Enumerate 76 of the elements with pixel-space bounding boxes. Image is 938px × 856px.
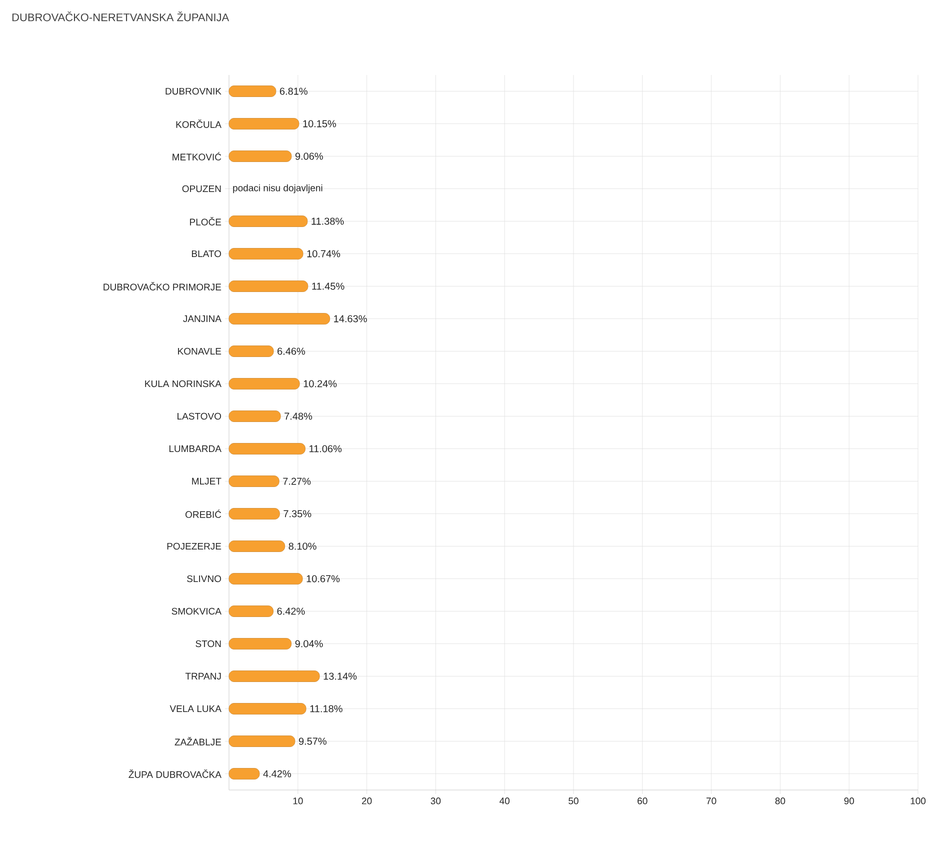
data-label: 6.81% [280,88,308,95]
data-label: 13.14% [324,672,357,680]
bar [228,313,330,324]
bar [228,410,281,422]
bar [228,670,320,682]
data-label: 11.45% [312,282,344,290]
bar [228,638,292,650]
data-label: 9.06% [295,152,323,160]
data-label: 10.15% [303,120,336,128]
data-label: 11.18% [310,705,342,712]
text: DUBROVAČKO-NERETVANSKA ŽUPANIJA [12,12,230,22]
x-tick-label: 40 [500,798,510,804]
x-tick-label: 10 [293,798,303,804]
data-label: 9.04% [295,640,323,648]
bar [228,768,260,780]
y-tick-label: DUBROVAČKO PRIMORJE [104,282,222,290]
bar [228,280,308,292]
bar [228,118,300,130]
data-label: 7.48% [284,412,312,420]
bar [228,378,300,390]
y-tick-label: MLJET [192,478,222,485]
y-tick-label: STON [196,640,221,648]
y-tick-label: ŽUPA DUBROVAČKA [128,770,222,778]
bar [228,736,296,747]
x-tick-label: 50 [568,798,578,804]
data-label: 6.46% [278,348,306,355]
data-label: 4.42% [263,770,291,778]
y-tick-label: SLIVNO [187,575,222,582]
x-tick-label: 80 [775,798,786,804]
y-tick-label: TRPANJ [185,672,221,680]
data-label: 11.38% [312,218,344,225]
y-tick-label: KONAVLE [178,348,222,355]
data-label: 11.06% [310,445,342,452]
bar [228,540,286,552]
y-tick-label: DUBROVNIK [166,88,222,95]
bar [228,86,276,97]
y-tick-label: KULA NORINSKA [145,380,222,388]
x-tick-label: 70 [706,798,716,804]
bar [228,573,303,584]
bar [228,476,280,487]
data-label: 10.74% [307,250,340,258]
data-label: 7.35% [284,510,312,518]
bar [228,443,306,454]
annotation: podaci nisu dojavljeni [233,184,322,194]
data-label: 9.57% [298,738,326,745]
y-tick-label: VELA LUKA [170,705,222,712]
data-label: 10.67% [306,575,340,582]
x-tick-label: 20 [362,798,372,804]
x-tick-label: 90 [844,798,854,804]
x-tick-label: 30 [430,798,441,804]
bar [228,346,274,357]
y-tick-label: LASTOVO [178,412,222,420]
y-tick-label: METKOVIĆ [172,152,222,160]
y-tick-label: OREBIĆ [186,510,222,518]
y-tick-label: OPUZEN [182,185,221,192]
y-tick-label: ZAŽABLJE [174,737,222,746]
data-label: 7.27% [283,478,311,485]
x-tick-label: 100 [910,798,926,804]
y-tick-label: SMOKVICA [172,608,222,615]
x-tick-label: 60 [638,798,648,804]
y-tick-label: BLATO [192,250,222,258]
bar [228,606,274,617]
data-label: 6.42% [277,608,305,615]
bar [228,508,280,520]
bar [228,150,292,162]
y-tick-label: KORČULA [176,120,222,128]
bar [228,703,306,714]
y-tick-label: JANJINA [183,315,222,322]
y-tick-label: POJEZERJE [167,542,222,550]
data-label: 10.24% [304,380,337,388]
data-label: 8.10% [288,542,316,550]
y-tick-label: LUMBARDA [169,445,222,452]
bar [228,216,308,227]
bar [228,248,304,260]
y-tick-label: PLOČE [190,217,222,226]
data-label: 14.63% [334,315,367,322]
